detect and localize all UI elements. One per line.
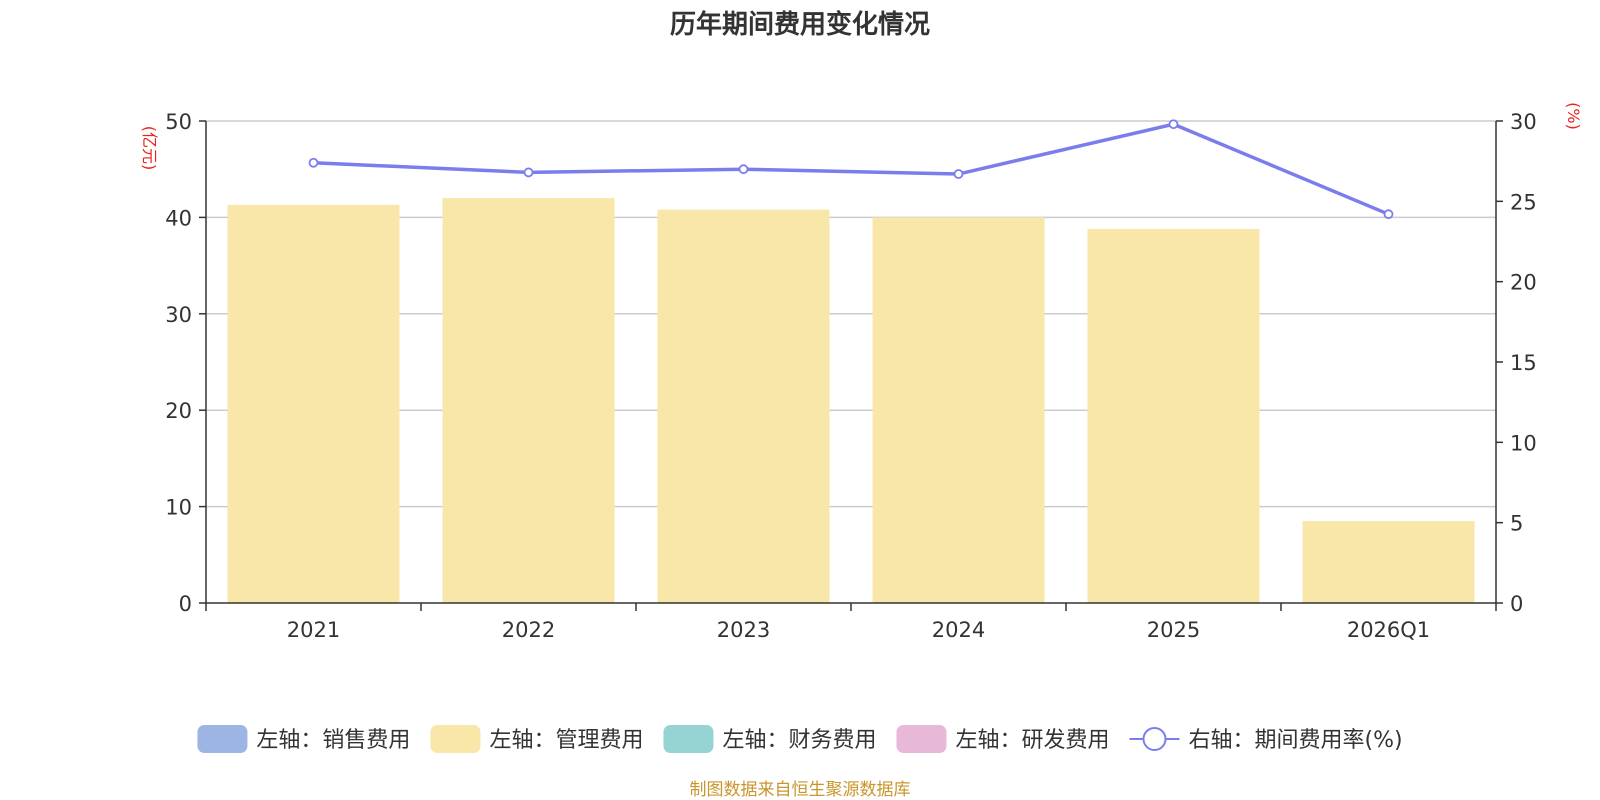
legend-label: 左轴：研发费用 xyxy=(955,728,1109,753)
legend-swatch xyxy=(197,725,248,753)
left-tick-label: 30 xyxy=(165,303,192,327)
legend-item: 左轴：研发费用 xyxy=(896,725,1109,753)
left-tick-label: 50 xyxy=(165,110,192,134)
bar-2024 xyxy=(872,217,1045,603)
rate-point-2025 xyxy=(1168,119,1179,130)
legend-label: 左轴：销售费用 xyxy=(256,728,410,753)
source-note: 制图数据来自恒生聚源数据库 xyxy=(690,780,911,800)
right-tick-label: 15 xyxy=(1510,351,1537,375)
rate-point-2023 xyxy=(738,164,749,175)
left-tick-label: 10 xyxy=(165,496,192,520)
left-axis-unit: (亿元) xyxy=(140,126,159,171)
legend-swatch xyxy=(663,725,714,753)
line-series xyxy=(308,119,1394,220)
legend-circle-symbol xyxy=(1142,727,1167,751)
x-tick-label-2023: 2023 xyxy=(717,618,770,642)
bar-2025 xyxy=(1087,228,1260,603)
legend-item: 右轴：期间费用率(%) xyxy=(1129,727,1403,753)
x-tick-label-2024: 2024 xyxy=(932,618,985,642)
x-tick-label-2025: 2025 xyxy=(1147,618,1200,642)
x-tick-label-2022: 2022 xyxy=(502,618,555,642)
right-tick-label: 20 xyxy=(1510,271,1537,295)
bar-2022 xyxy=(442,198,615,603)
rate-point-2024 xyxy=(953,169,964,179)
legend-item: 左轴：销售费用 xyxy=(197,725,410,753)
right-tick-label: 10 xyxy=(1510,431,1537,455)
bar-2023 xyxy=(657,209,830,604)
chart-title: 历年期间费用变化情况 xyxy=(670,9,930,40)
right-tick-label: 0 xyxy=(1510,592,1523,616)
grid-lines xyxy=(206,120,1496,508)
legend-swatch xyxy=(896,725,947,753)
rate-point-2026Q1 xyxy=(1383,209,1394,220)
left-tick-label: 40 xyxy=(165,206,192,230)
legend-item: 左轴：财务费用 xyxy=(663,725,876,753)
legend-label: 左轴：财务费用 xyxy=(722,728,876,753)
bar-series xyxy=(227,198,1475,604)
legend-swatch xyxy=(430,725,481,753)
left-tick-label: 0 xyxy=(179,592,192,616)
left-tick-label: 20 xyxy=(165,399,192,423)
right-axis-unit: (%) xyxy=(1564,102,1583,130)
bar-2026Q1 xyxy=(1302,521,1475,603)
rate-point-2022 xyxy=(523,167,534,178)
legend-label: 左轴：管理费用 xyxy=(489,728,643,753)
rate-point-2021 xyxy=(308,157,319,168)
legend-item: 左轴：管理费用 xyxy=(430,725,643,753)
right-tick-label: 30 xyxy=(1510,110,1537,134)
legend: 左轴：销售费用 左轴：管理费用 左轴：财务费用 左轴：研发费用 右轴：期间费用率(%) xyxy=(197,725,1403,753)
x-tick-label-2026Q1: 2026Q1 xyxy=(1347,618,1430,642)
x-tick-label-2021: 2021 xyxy=(287,618,340,642)
bar-2021 xyxy=(227,204,400,604)
legend-label: 右轴：期间费用率(%) xyxy=(1188,728,1402,753)
rate-line xyxy=(313,122,1390,216)
right-tick-label: 25 xyxy=(1510,190,1537,214)
right-tick-label: 5 xyxy=(1510,512,1523,536)
